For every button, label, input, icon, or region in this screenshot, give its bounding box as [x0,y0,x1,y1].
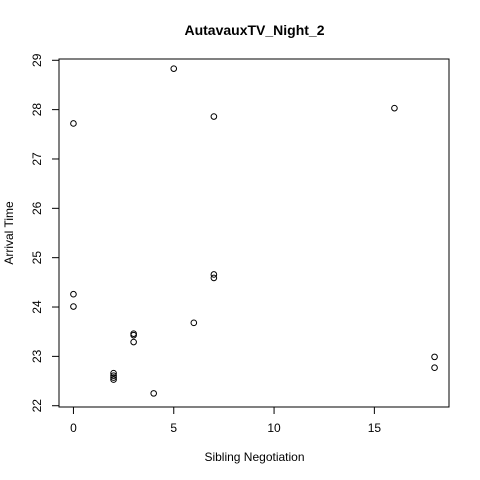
chart-title: AutavauxTV_Night_2 [184,22,324,38]
y-axis-label: Arrival Time [2,201,16,265]
data-point [110,369,117,377]
data-point [110,374,117,381]
data-point [110,376,117,383]
x-tick-label: 10 [267,421,281,435]
x-axis: 0 5 10 15 [70,406,382,435]
data-point [130,338,137,346]
x-tick-label: 15 [368,421,382,435]
y-axis: 22 23 24 25 26 27 28 29 [30,53,60,413]
data-point [130,331,137,339]
data-point [431,353,438,361]
x-tick-label: 0 [70,421,77,435]
data-point [431,364,438,372]
data-point [190,319,198,327]
y-tick-label: 27 [30,152,44,166]
data-point [150,390,157,397]
y-tick-label: 29 [30,53,44,67]
data-point [110,372,117,379]
y-tick-label: 22 [30,399,44,413]
data-point [70,120,77,127]
data-point [70,290,77,298]
y-tick-label: 23 [30,349,44,363]
y-tick-label: 26 [30,201,44,215]
data-point [170,65,178,72]
x-axis-label: Sibling Negotiation [204,450,304,464]
data-point [391,104,398,112]
data-point [210,271,218,278]
data-point [70,303,77,310]
y-tick-label: 25 [30,251,44,265]
data-point [210,274,218,282]
data-points [70,65,438,397]
x-tick-label: 5 [170,421,177,435]
data-point [210,113,218,120]
y-tick-label: 24 [30,300,44,314]
y-tick-label: 28 [30,103,44,117]
